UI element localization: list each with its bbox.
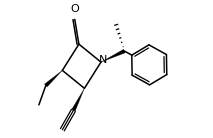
Polygon shape (45, 70, 62, 87)
Polygon shape (101, 49, 125, 62)
Polygon shape (72, 88, 84, 111)
Text: O: O (70, 4, 79, 14)
Text: N: N (99, 55, 108, 65)
